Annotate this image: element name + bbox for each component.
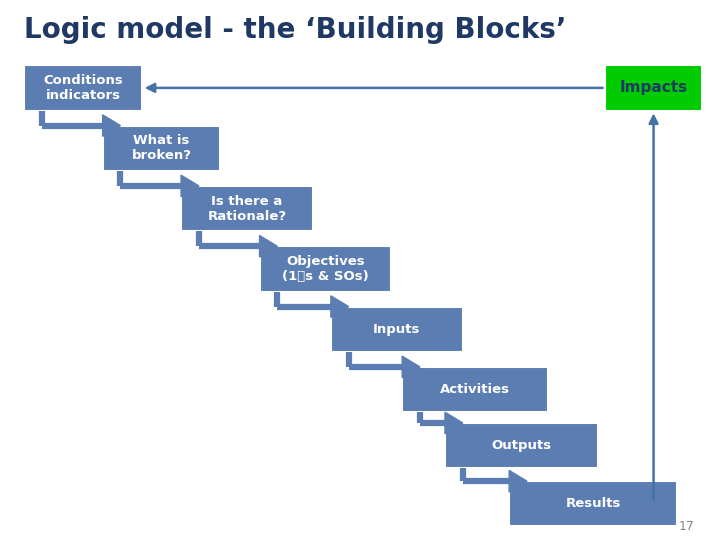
Polygon shape — [103, 115, 120, 137]
FancyBboxPatch shape — [103, 126, 220, 171]
Text: Objectives
(1ᴯs & SOs): Objectives (1ᴯs & SOs) — [282, 255, 369, 283]
FancyBboxPatch shape — [509, 481, 677, 526]
Text: Conditions
indicators: Conditions indicators — [43, 74, 123, 102]
FancyBboxPatch shape — [402, 367, 549, 412]
Text: Is there a
Rationale?: Is there a Rationale? — [207, 194, 287, 222]
FancyBboxPatch shape — [445, 423, 598, 468]
Text: Inputs: Inputs — [373, 323, 420, 336]
Text: Results: Results — [565, 497, 621, 510]
Text: What is
broken?: What is broken? — [132, 134, 192, 162]
Polygon shape — [445, 412, 463, 434]
Text: Activities: Activities — [440, 383, 510, 396]
FancyBboxPatch shape — [606, 65, 702, 111]
Polygon shape — [259, 235, 277, 257]
Text: Outputs: Outputs — [492, 439, 552, 452]
Polygon shape — [181, 175, 199, 197]
FancyBboxPatch shape — [24, 65, 142, 111]
Text: 17: 17 — [679, 520, 695, 533]
Polygon shape — [331, 296, 348, 318]
Text: Logic model - the ‘Building Blocks’: Logic model - the ‘Building Blocks’ — [24, 16, 567, 44]
FancyBboxPatch shape — [259, 246, 392, 292]
FancyBboxPatch shape — [331, 307, 463, 352]
Polygon shape — [402, 356, 420, 378]
Text: Impacts: Impacts — [619, 80, 688, 96]
FancyBboxPatch shape — [181, 186, 313, 231]
Polygon shape — [509, 470, 527, 492]
